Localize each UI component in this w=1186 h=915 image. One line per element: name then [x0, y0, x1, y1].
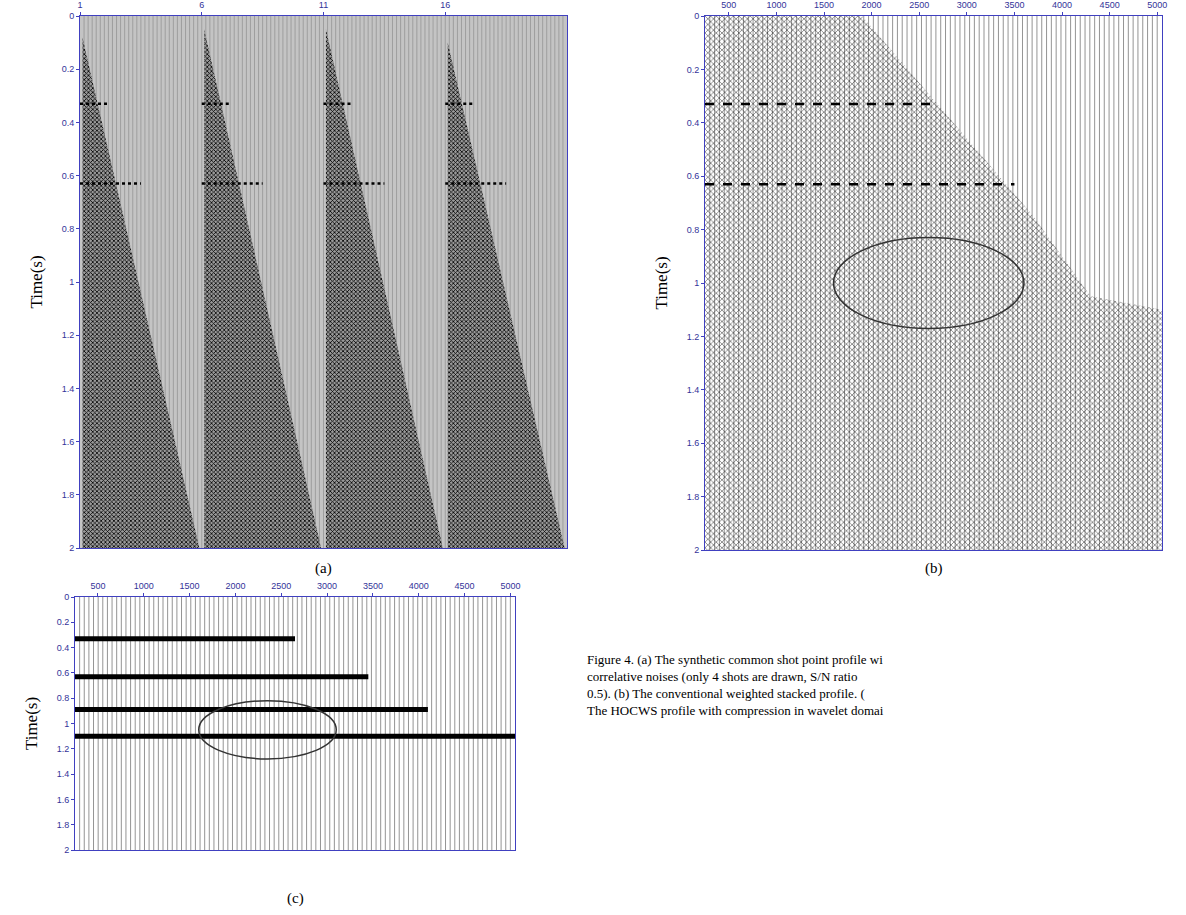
svg-text:0.4: 0.4 [687, 118, 700, 128]
svg-text:1.4: 1.4 [62, 384, 75, 394]
svg-text:Time(s): Time(s) [27, 255, 46, 308]
svg-text:0.2: 0.2 [57, 617, 70, 627]
svg-text:0.2: 0.2 [687, 65, 700, 75]
svg-text:2: 2 [694, 545, 699, 555]
svg-text:1000: 1000 [766, 0, 786, 10]
svg-text:1.4: 1.4 [57, 769, 70, 779]
svg-text:Figure 4. (a) The synthetic co: Figure 4. (a) The synthetic common shot … [587, 652, 884, 718]
svg-text:1000: 1000 [134, 581, 154, 591]
svg-text:2: 2 [64, 845, 69, 855]
svg-text:1500: 1500 [180, 581, 200, 591]
svg-text:0: 0 [694, 11, 699, 21]
svg-text:0.6: 0.6 [57, 668, 70, 678]
svg-text:0.6: 0.6 [687, 171, 700, 181]
svg-text:4000: 4000 [1052, 0, 1072, 10]
svg-text:11: 11 [319, 0, 328, 10]
svg-text:1: 1 [64, 719, 69, 729]
svg-text:2000: 2000 [862, 0, 882, 10]
svg-text:0.4: 0.4 [57, 643, 70, 653]
svg-text:4500: 4500 [1100, 0, 1120, 10]
svg-text:1.6: 1.6 [57, 795, 70, 805]
svg-text:2000: 2000 [225, 581, 245, 591]
svg-text:1.2: 1.2 [62, 330, 75, 340]
svg-text:1.6: 1.6 [687, 438, 700, 448]
svg-text:500: 500 [721, 0, 736, 10]
svg-text:0.4: 0.4 [62, 118, 75, 128]
svg-text:1.8: 1.8 [62, 490, 75, 500]
svg-text:(c): (c) [287, 890, 304, 907]
svg-text:1: 1 [69, 277, 74, 287]
svg-text:1.8: 1.8 [57, 820, 70, 830]
svg-text:4000: 4000 [409, 581, 429, 591]
svg-text:0: 0 [64, 592, 69, 602]
svg-text:Time(s): Time(s) [652, 256, 671, 309]
svg-text:5000: 5000 [500, 581, 520, 591]
svg-text:3500: 3500 [1004, 0, 1024, 10]
svg-text:16: 16 [440, 0, 450, 10]
svg-text:6: 6 [199, 0, 204, 10]
svg-text:0.8: 0.8 [62, 224, 75, 234]
svg-text:0.8: 0.8 [687, 225, 700, 235]
svg-text:(b): (b) [925, 560, 943, 577]
svg-text:2500: 2500 [909, 0, 929, 10]
svg-text:5000: 5000 [1147, 0, 1167, 10]
svg-text:2500: 2500 [271, 581, 291, 591]
svg-text:3000: 3000 [317, 581, 337, 591]
svg-text:1.2: 1.2 [57, 744, 70, 754]
svg-text:3000: 3000 [957, 0, 977, 10]
svg-text:1500: 1500 [814, 0, 834, 10]
svg-text:1.8: 1.8 [687, 492, 700, 502]
svg-text:0.8: 0.8 [57, 693, 70, 703]
svg-text:3500: 3500 [363, 581, 383, 591]
svg-text:500: 500 [90, 581, 105, 591]
svg-text:1: 1 [694, 278, 699, 288]
svg-text:1.4: 1.4 [687, 385, 700, 395]
svg-text:1.2: 1.2 [687, 332, 700, 342]
svg-text:2: 2 [69, 543, 74, 553]
svg-text:4500: 4500 [455, 581, 475, 591]
svg-text:1.6: 1.6 [62, 437, 75, 447]
svg-text:Time(s): Time(s) [22, 697, 41, 750]
svg-text:0.6: 0.6 [62, 171, 75, 181]
svg-text:(a): (a) [315, 560, 332, 577]
svg-text:0.2: 0.2 [62, 64, 75, 74]
svg-text:1: 1 [77, 0, 82, 10]
svg-text:0: 0 [69, 11, 74, 21]
